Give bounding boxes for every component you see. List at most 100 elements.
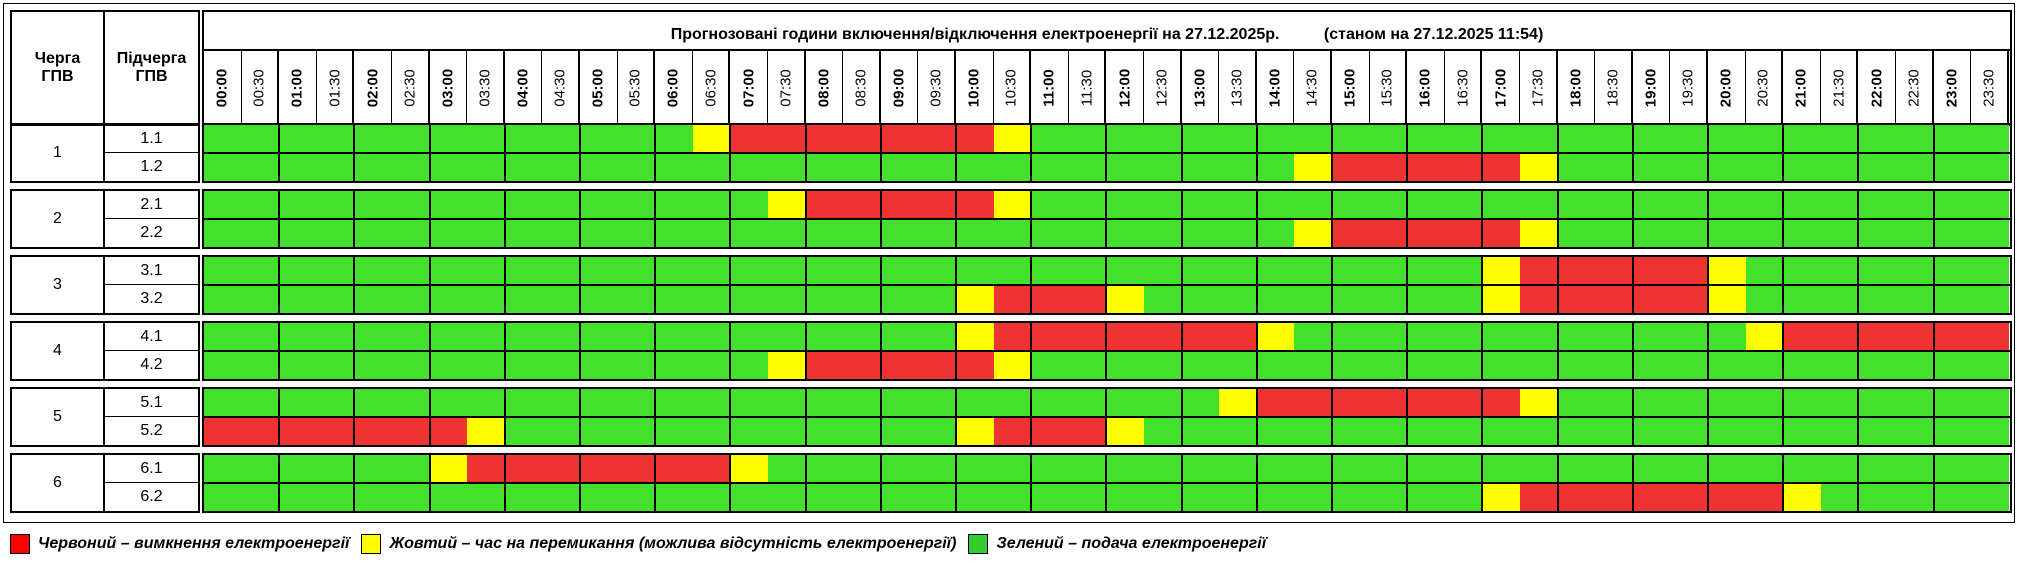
time-slot-cell <box>1670 285 1709 313</box>
time-header-1530: 15:30 <box>1370 51 1408 124</box>
time-header-1030: 10:30 <box>994 51 1032 124</box>
time-slot-cell <box>1595 257 1634 285</box>
time-slot-cell <box>843 483 882 511</box>
time-label: 08:00 <box>815 68 833 107</box>
subqueue-label: 3.2 <box>140 290 163 307</box>
queue-group-1: 1 1.1 1.2 <box>10 123 200 183</box>
time-slot-cell <box>956 323 995 351</box>
time-slot-cell <box>1181 483 1220 511</box>
time-label: 02:00 <box>364 68 382 107</box>
time-slot-cell <box>316 417 355 445</box>
time-slot-cell <box>1407 125 1446 153</box>
time-slot-cell <box>467 125 506 153</box>
time-slot-cell <box>1482 125 1521 153</box>
time-slot-cell <box>1444 323 1483 351</box>
time-slot-cell <box>1745 219 1784 247</box>
time-slot-cell <box>1745 285 1784 313</box>
time-label: 17:30 <box>1529 68 1547 107</box>
time-slot-cell <box>1708 455 1747 483</box>
time-slot-cell <box>843 285 882 313</box>
time-slot-cell <box>1595 417 1634 445</box>
time-slot-cell <box>279 191 318 219</box>
time-slot-cell <box>354 323 393 351</box>
subqueue-label: 6.2 <box>140 488 163 505</box>
time-slot-cell <box>542 483 581 511</box>
time-slot-cell <box>843 417 882 445</box>
time-slot-cell <box>467 389 506 417</box>
time-label: 19:30 <box>1679 68 1697 107</box>
time-slot-cell <box>1933 219 1972 247</box>
time-slot-cell <box>1896 219 1935 247</box>
time-header-1600: 16:00 <box>1407 51 1445 124</box>
time-slot-cell <box>918 285 957 313</box>
time-slot-cell <box>1557 351 1596 379</box>
time-slot-cell <box>504 455 543 483</box>
time-slot-cell <box>1144 257 1183 285</box>
time-slot-cell <box>1783 257 1822 285</box>
time-slot-cell <box>1858 219 1897 247</box>
time-slot-cell <box>1933 483 1972 511</box>
time-slot-cell <box>467 323 506 351</box>
time-slot-cell <box>993 455 1032 483</box>
time-slot-cell <box>1106 417 1145 445</box>
subqueue-label: 4.2 <box>140 356 163 373</box>
time-slot-cell <box>1031 285 1070 313</box>
time-slot-cell <box>655 483 694 511</box>
time-slot-cell <box>918 323 957 351</box>
time-slot-cell <box>805 389 844 417</box>
yellow-swatch-icon <box>361 534 382 554</box>
time-slot-cell <box>1783 285 1822 313</box>
time-slot-cell <box>1933 455 1972 483</box>
time-slot-cell <box>805 219 844 247</box>
subqueue-label: 3.1 <box>105 257 198 285</box>
time-slot-cell <box>279 153 318 181</box>
time-slot-cell <box>1557 285 1596 313</box>
time-slot-cell <box>1971 285 2010 313</box>
time-slot-cell <box>655 285 694 313</box>
legend: Червоний – вимкнення електроенергії Жовт… <box>10 533 1278 555</box>
time-slot-cell <box>1068 417 1107 445</box>
time-slot-cell <box>1294 191 1333 219</box>
time-slot-cell <box>279 285 318 313</box>
time-slot-cell <box>279 125 318 153</box>
time-slot-cell <box>692 323 731 351</box>
time-slot-cell <box>1031 125 1070 153</box>
time-header-1730: 17:30 <box>1520 51 1558 124</box>
time-slot-cell <box>655 455 694 483</box>
time-slot-cell <box>467 219 506 247</box>
time-header-1900: 19:00 <box>1633 51 1671 124</box>
time-slot-cell <box>467 455 506 483</box>
time-slot-cell <box>1482 351 1521 379</box>
time-label: 14:30 <box>1303 68 1321 107</box>
time-slot-cell <box>1068 257 1107 285</box>
time-slot-cell <box>880 219 919 247</box>
time-label: 17:00 <box>1492 68 1510 107</box>
time-slot-cell <box>504 125 543 153</box>
time-slot-cell <box>993 483 1032 511</box>
time-slot-cell <box>655 153 694 181</box>
time-slot-cell <box>1820 153 1859 181</box>
row-divider <box>204 482 2010 484</box>
time-slot-cell <box>1219 219 1258 247</box>
time-slot-cell <box>1482 257 1521 285</box>
time-slot-cell <box>1632 153 1671 181</box>
time-slot-cell <box>279 417 318 445</box>
time-slot-cell <box>354 483 393 511</box>
time-slot-cell <box>692 483 731 511</box>
row-divider <box>204 416 2010 418</box>
time-slot-cell <box>1632 125 1671 153</box>
time-label: 01:00 <box>288 68 306 107</box>
time-slot-cell <box>1520 389 1559 417</box>
time-slot-cell <box>467 257 506 285</box>
time-slot-cell <box>354 285 393 313</box>
time-header-0430: 04:30 <box>542 51 580 124</box>
time-slot-cell <box>354 455 393 483</box>
time-slot-cell <box>354 125 393 153</box>
time-slot-cell <box>730 257 769 285</box>
time-slot-cell <box>993 257 1032 285</box>
time-slot-cell <box>1219 351 1258 379</box>
time-slot-cell <box>580 389 619 417</box>
time-slot-cell <box>843 219 882 247</box>
row-divider <box>204 218 2010 220</box>
time-header-0330: 03:30 <box>467 51 505 124</box>
